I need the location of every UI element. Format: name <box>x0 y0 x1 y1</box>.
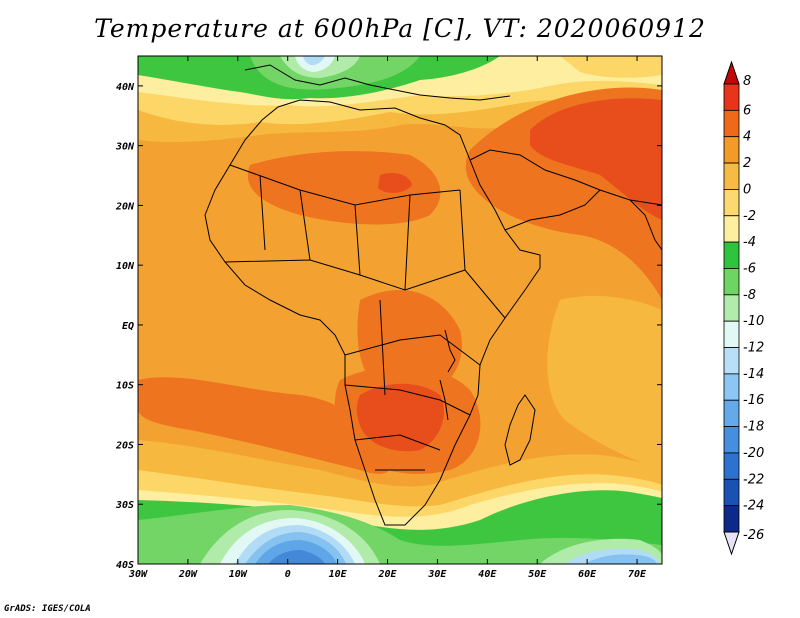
field-warm6-arabia <box>530 98 662 220</box>
colorbar-segment <box>723 268 740 296</box>
plot-frame <box>137 55 663 565</box>
colorbar-label: -10 <box>743 314 764 329</box>
colorbar-segment <box>723 109 740 138</box>
lon-tick-label: 10W <box>229 569 248 580</box>
colorbar-label: 2 <box>743 156 751 171</box>
lat-tick-label: 20N <box>115 201 135 212</box>
india-coastline <box>629 199 662 251</box>
longitude-axis: 30W 20W 10W 0 10E 20E 30E 40E 50E 60E 70E <box>128 56 647 580</box>
colorbar-label: -8 <box>743 288 756 303</box>
europe-coastline <box>244 64 511 101</box>
lat-tick-label: 30N <box>115 142 135 153</box>
lon-tick-label: 30W <box>128 569 148 580</box>
lat-tick-label: 40N <box>116 82 135 93</box>
lon-tick-label: 10E <box>329 569 348 580</box>
page-title: Temperature at 600hPa [C], VT: 202006091… <box>94 14 706 43</box>
colorbar-segment <box>723 320 740 348</box>
colorbar-label: 4 <box>743 130 751 145</box>
colorbar-label: -4 <box>743 235 756 250</box>
lat-tick-label: 40S <box>116 560 134 571</box>
lat-tick-label: EQ <box>122 321 134 332</box>
lon-tick-label: 20E <box>377 569 397 580</box>
colorbar-segment <box>723 83 740 111</box>
colorbar-segment <box>723 452 740 480</box>
lon-tick-label: 40E <box>478 569 497 580</box>
colorbar-segment <box>723 478 740 507</box>
colorbar-segment <box>723 399 740 427</box>
colorbar-label: -16 <box>743 393 764 408</box>
coastlines <box>204 64 662 526</box>
lon-tick-label: 70E <box>628 569 647 580</box>
colorbar-label: -14 <box>743 367 764 382</box>
latitude-axis: 40N 30N 20N 10N EQ 10S 20S 30S 40S <box>115 82 662 571</box>
lat-tick-label: 30S <box>115 500 134 511</box>
colorbar-segment <box>723 426 740 454</box>
colorbar-top-arrow <box>723 60 740 85</box>
colorbar-label: -2 <box>743 209 756 224</box>
arabia-south-coast <box>504 189 601 231</box>
colorbar-segment <box>723 505 740 533</box>
colorbar-label: -12 <box>743 341 764 356</box>
colorbar-label: -26 <box>743 528 764 543</box>
colorbar-label: -6 <box>743 261 756 276</box>
lat-tick-label: 10N <box>116 261 135 272</box>
field-mid0-indian <box>547 295 662 470</box>
colorbar-segment <box>723 162 740 190</box>
lon-tick-label: 60E <box>578 569 597 580</box>
lon-tick-label: 20W <box>178 569 198 580</box>
colorbar-label: -18 <box>743 420 764 435</box>
colorbar-segment <box>723 189 740 217</box>
borders-central <box>344 299 481 471</box>
arabia-coastline <box>469 149 662 206</box>
field-warm4-south-atlantic <box>138 377 391 474</box>
field-band-north-blue <box>303 56 325 66</box>
lat-tick-label: 20S <box>115 440 134 451</box>
colorbar-segment <box>723 241 740 269</box>
colorbar-label: -20 <box>743 446 764 461</box>
lon-tick-label: 30E <box>427 569 447 580</box>
lakes <box>439 329 456 421</box>
colorbar-label: -24 <box>743 499 764 514</box>
madagascar-coastline <box>504 394 536 466</box>
field-warm6-sahel <box>378 173 412 193</box>
colorbar-segment <box>723 136 740 164</box>
credit-text: GrADS: IGES/COLA <box>4 604 91 614</box>
field-south-east-blue16 <box>585 554 657 564</box>
lat-tick-label: 10S <box>116 381 134 392</box>
colorbar-label: 0 <box>743 182 751 197</box>
colorbar-segment <box>723 215 740 243</box>
field-warm4-sahara <box>247 151 441 225</box>
field-south-blue20 <box>268 550 325 564</box>
field-band-east-cool <box>560 56 662 78</box>
colorbar-label: 6 <box>743 103 751 118</box>
africa-coastline <box>204 99 541 526</box>
colorbar-segment <box>723 373 740 401</box>
temperature-field <box>138 56 662 564</box>
colorbar-bottom-arrow <box>723 531 740 556</box>
colorbar-label: 8 <box>743 74 751 89</box>
colorbar-label: -22 <box>743 472 764 487</box>
field-warm6-southern-africa <box>356 383 444 452</box>
colorbar-segment <box>723 294 740 322</box>
colorbar-segment <box>723 347 740 375</box>
colorbar: 8 6 4 2 0 -2 -4 -6 -8 -10 -12 -14 -16 -18 -20 -22 -24 -26 <box>723 60 764 556</box>
lon-tick-label: 50E <box>528 569 547 580</box>
borders-west <box>224 164 506 319</box>
lon-tick-label: 0 <box>285 569 291 580</box>
